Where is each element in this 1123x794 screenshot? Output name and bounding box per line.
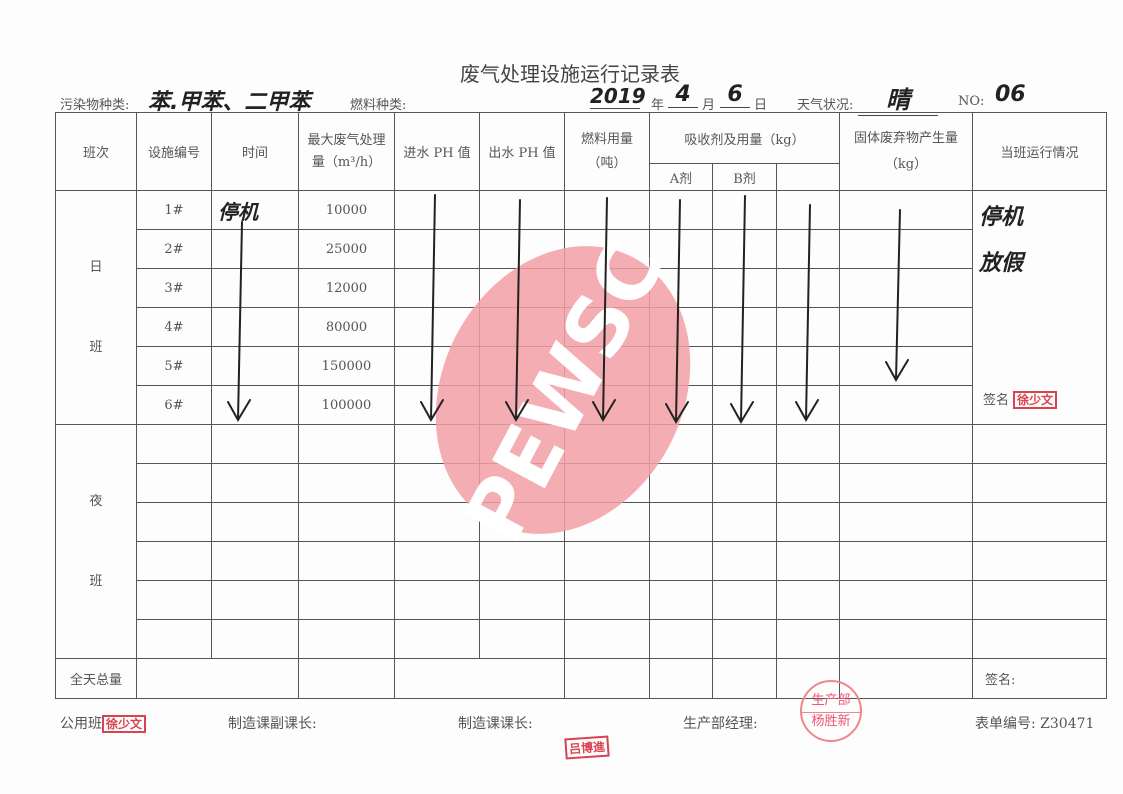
header-agent-a: A剂 — [649, 163, 713, 191]
footer-public-shift: 公用班 徐少文 — [60, 713, 147, 733]
day-label: 日 — [754, 98, 768, 113]
chief-stamp: 吕博進 — [564, 735, 610, 760]
month-label: 月 — [702, 98, 716, 113]
handwritten-arrow-icon — [730, 195, 754, 424]
header-max-gas: 最大废气处理量（m³/h） — [298, 112, 395, 191]
header-shift: 班次 — [55, 112, 137, 191]
no-value: 06 — [995, 82, 1026, 107]
manager-stamp: 生产部 杨胜新 — [800, 680, 862, 742]
status-note: 停机 放假 — [979, 205, 1024, 276]
handwritten-arrow-icon — [505, 199, 529, 422]
max-gas: 100000 — [298, 385, 395, 425]
watermark-stamp: PEWSC — [435, 225, 691, 557]
day-shift-label: 日 班 — [55, 190, 137, 425]
handwritten-arrow-icon — [420, 194, 444, 422]
header-status: 当班运行情况 — [972, 112, 1107, 191]
month-value: 4 — [668, 82, 698, 108]
public-shift-stamp: 徐少文 — [102, 715, 147, 733]
page-title: 废气处理设施运行记录表 — [460, 62, 680, 86]
night-shift-label: 夜 班 — [55, 424, 137, 659]
year-label: 年 — [651, 98, 665, 113]
max-gas: 25000 — [298, 229, 395, 269]
handwritten-arrow-icon — [592, 197, 616, 422]
total-label: 全天总量 — [55, 658, 137, 699]
public-shift-label: 公用班 — [60, 716, 102, 732]
handwritten-arrow-icon — [227, 221, 251, 422]
signature-stamp: 徐少文 — [1013, 391, 1058, 409]
header-agent-blank — [776, 163, 840, 191]
day-status-cell: 停机 放假 签名 徐少文 — [972, 190, 1107, 425]
year-value: 2019 — [590, 84, 646, 109]
form-number: 表单编号: Z30471 — [975, 716, 1095, 732]
chief-label: 制造课课长: — [458, 716, 533, 732]
pollutant-label: 污染物种类: — [60, 98, 130, 113]
sign-label: 签名 — [983, 393, 1010, 408]
handwritten-arrow-icon — [885, 209, 909, 382]
fuel-label: 燃料种类: — [350, 98, 407, 113]
facility-no: 5# — [136, 346, 212, 386]
header-inlet-ph: 进水 PH 值 — [394, 112, 480, 191]
total-sign-label: 签名: — [972, 658, 1107, 699]
handwritten-arrow-icon — [795, 204, 819, 422]
max-gas: 80000 — [298, 307, 395, 347]
time-note: 停机 — [211, 190, 299, 230]
handwritten-arrow-icon — [665, 199, 689, 424]
pollutant-value: 苯.甲苯、二甲苯 — [148, 90, 311, 115]
max-gas: 150000 — [298, 346, 395, 386]
weather-label: 天气状况: — [797, 98, 854, 113]
deputy-chief-label: 制造课副课长: — [228, 716, 317, 732]
header-time: 时间 — [211, 112, 299, 191]
header-outlet-ph: 出水 PH 值 — [479, 112, 565, 191]
header-absorbent: 吸收剂及用量（kg） — [649, 112, 840, 164]
manager-label: 生产部经理: — [683, 716, 758, 732]
header-fuel: 燃料用量（吨） — [564, 112, 650, 191]
day-value: 6 — [720, 82, 750, 108]
manager-stamp-bottom: 杨胜新 — [802, 712, 860, 731]
max-gas: 12000 — [298, 268, 395, 308]
no-label: NO: — [958, 94, 985, 109]
facility-no: 3# — [136, 268, 212, 308]
manager-stamp-top: 生产部 — [811, 693, 851, 708]
facility-no: 6# — [136, 385, 212, 425]
